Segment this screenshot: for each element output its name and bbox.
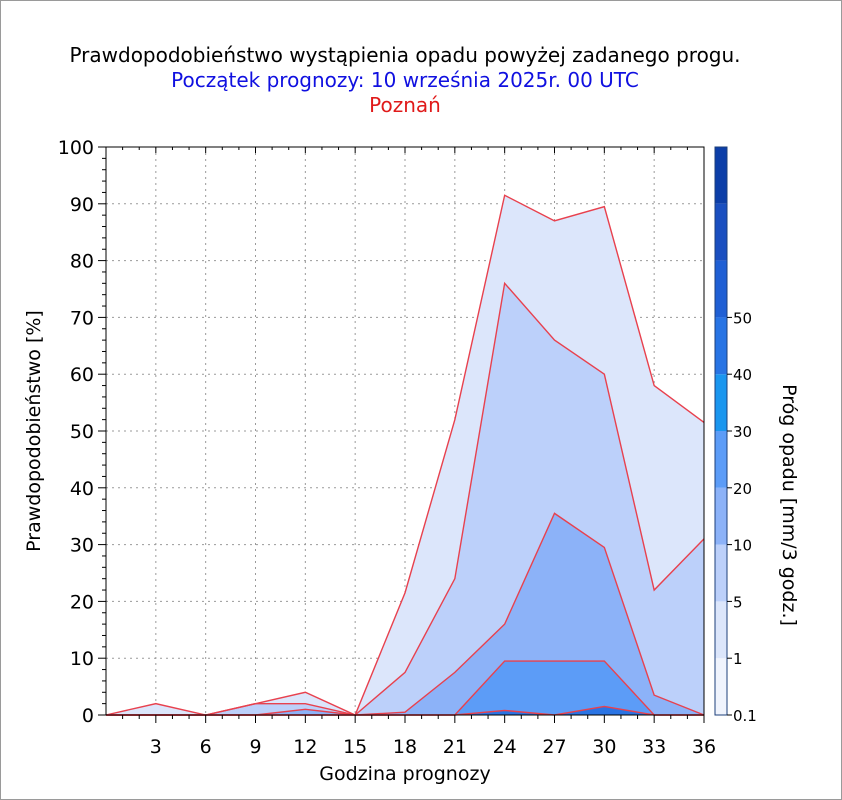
y-tick-label: 60: [70, 364, 94, 386]
y-tick-label: 0: [82, 705, 94, 727]
x-tick-label: 3: [150, 736, 162, 758]
colorbar-label: 5: [733, 593, 743, 611]
colorbar-segment: [715, 544, 727, 602]
area-threshold-20: [106, 706, 704, 715]
colorbar-label: 30: [733, 423, 752, 441]
y-tick-label: 80: [70, 251, 94, 273]
chart-title: Prawdopodobieństwo wystąpienia opadu pow…: [69, 43, 741, 67]
location-label: Poznań: [369, 93, 441, 117]
colorbar-label: 10: [733, 537, 752, 555]
area-threshold-10: [106, 661, 704, 715]
x-axis-title: Godzina prognozy: [319, 763, 490, 785]
x-tick-label: 15: [343, 736, 367, 758]
colorbar-segment: [715, 431, 727, 488]
colorbar-title: Próg opadu [mm/3 godz.]: [778, 384, 800, 626]
colorbar-label: 1: [733, 650, 743, 668]
colorbar-segment: [715, 317, 727, 375]
y-axis-title: Prawdopodobieństwo [%]: [23, 310, 45, 552]
colorbar-segment: [715, 601, 727, 659]
chart-subtitle: Początek prognozy: 10 września 2025r. 00…: [171, 68, 639, 92]
colorbar-label: 50: [733, 309, 752, 327]
x-tick-label: 24: [493, 736, 517, 758]
colorbar-segment: [715, 203, 727, 261]
x-tick-label: 6: [200, 736, 212, 758]
y-tick-label: 40: [70, 478, 94, 500]
x-tick-label: 21: [443, 736, 467, 758]
x-tick-label: 27: [542, 736, 566, 758]
colorbar-label: 20: [733, 480, 752, 498]
colorbar-label: 0.1: [733, 707, 757, 725]
colorbar-segment: [715, 487, 727, 545]
x-tick-label: 9: [249, 736, 261, 758]
y-tick-label: 10: [70, 648, 94, 670]
x-tick-label: 30: [592, 736, 616, 758]
y-tick-label: 70: [70, 307, 94, 329]
y-tick-label: 50: [70, 421, 94, 443]
colorbar-segment: [715, 374, 727, 431]
y-tick-label: 90: [70, 194, 94, 216]
colorbar-segment: [715, 260, 727, 318]
x-tick-label: 33: [642, 736, 666, 758]
y-tick-label: 20: [70, 591, 94, 613]
colorbar-label: 40: [733, 366, 752, 384]
x-tick-label: 12: [293, 736, 317, 758]
y-tick-label: 100: [58, 137, 94, 159]
colorbar: 0.1 1 5 10 20 30 40 50: [714, 146, 757, 725]
x-tick-label: 36: [692, 736, 716, 758]
colorbar-segment: [715, 658, 727, 715]
colorbar-segment: [715, 147, 727, 204]
y-tick-label: 30: [70, 535, 94, 557]
x-tick-label: 18: [393, 736, 417, 758]
